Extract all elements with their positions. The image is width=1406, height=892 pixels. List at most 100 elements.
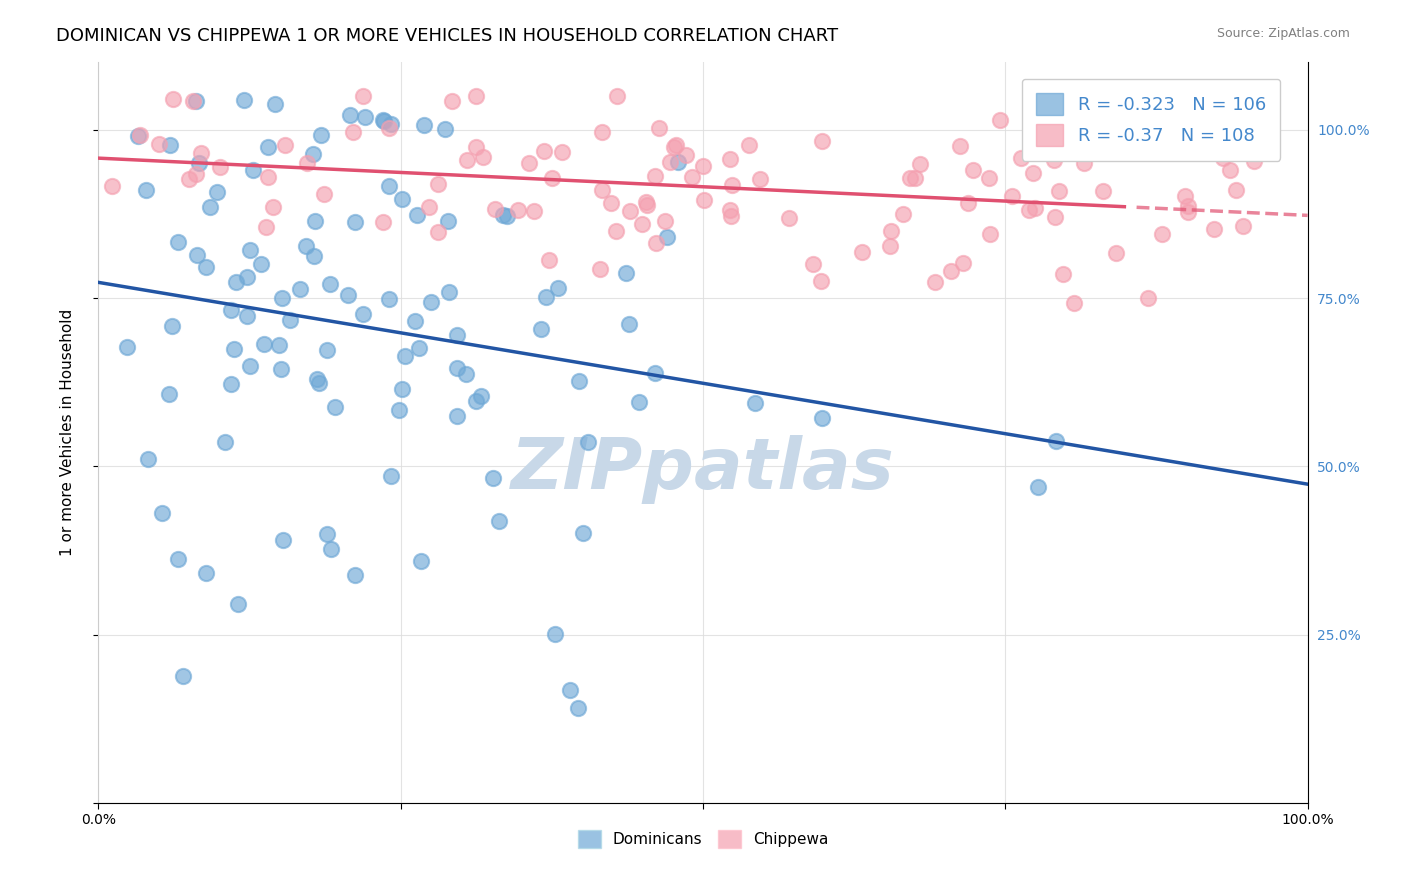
Chippewa xyxy=(1232,219,1254,233)
Dominicans xyxy=(352,307,374,321)
Chippewa xyxy=(721,178,744,192)
Dominicans xyxy=(464,394,486,409)
Chippewa xyxy=(1258,124,1281,138)
Chippewa xyxy=(1243,153,1265,168)
Chippewa xyxy=(1212,151,1234,165)
Chippewa xyxy=(1177,205,1199,219)
Dominicans xyxy=(412,119,434,133)
Dominicans xyxy=(1028,480,1050,494)
Chippewa xyxy=(540,170,562,185)
Dominicans xyxy=(529,321,551,335)
Dominicans xyxy=(434,121,457,136)
Dominicans xyxy=(437,214,460,228)
Chippewa xyxy=(471,150,494,164)
Dominicans xyxy=(544,627,567,641)
Chippewa xyxy=(551,145,574,159)
Chippewa xyxy=(675,148,697,162)
Chippewa xyxy=(418,200,440,214)
Chippewa xyxy=(456,153,478,167)
Chippewa xyxy=(342,125,364,139)
Chippewa xyxy=(949,139,972,153)
Chippewa xyxy=(645,236,668,251)
Dominicans xyxy=(353,110,375,124)
Chippewa xyxy=(177,171,200,186)
Dominicans xyxy=(547,281,569,295)
Dominicans xyxy=(344,567,367,582)
Chippewa xyxy=(1024,201,1046,215)
Dominicans xyxy=(159,137,181,152)
Dominicans xyxy=(127,128,149,143)
Chippewa xyxy=(465,140,488,154)
Chippewa xyxy=(523,204,546,219)
Chippewa xyxy=(851,245,873,260)
Chippewa xyxy=(924,276,946,290)
Chippewa xyxy=(1150,227,1173,242)
Dominicans xyxy=(380,117,402,131)
Dominicans xyxy=(214,434,236,449)
Dominicans xyxy=(226,597,249,611)
Chippewa xyxy=(591,125,613,139)
Y-axis label: 1 or more Vehicles in Household: 1 or more Vehicles in Household xyxy=(60,309,75,557)
Dominicans xyxy=(150,506,173,520)
Dominicans xyxy=(302,249,325,263)
Chippewa xyxy=(988,112,1011,127)
Chippewa xyxy=(636,194,658,209)
Dominicans xyxy=(167,551,190,566)
Chippewa xyxy=(1043,153,1066,167)
Chippewa xyxy=(810,274,832,288)
Chippewa xyxy=(426,178,449,192)
Dominicans xyxy=(295,239,318,253)
Dominicans xyxy=(470,389,492,403)
Chippewa xyxy=(979,227,1001,241)
Dominicans xyxy=(257,140,280,154)
Dominicans xyxy=(1045,434,1067,448)
Chippewa xyxy=(274,137,297,152)
Chippewa xyxy=(630,217,652,231)
Chippewa xyxy=(693,193,716,207)
Dominicans xyxy=(666,155,689,169)
Dominicans xyxy=(273,533,295,547)
Dominicans xyxy=(160,319,183,334)
Chippewa xyxy=(1052,267,1074,281)
Chippewa xyxy=(1137,292,1160,306)
Dominicans xyxy=(186,248,208,262)
Dominicans xyxy=(253,337,276,351)
Dominicans xyxy=(222,342,245,356)
Chippewa xyxy=(749,171,772,186)
Chippewa xyxy=(184,168,207,182)
Chippewa xyxy=(589,262,612,277)
Chippewa xyxy=(1174,188,1197,202)
Chippewa xyxy=(1177,199,1199,213)
Chippewa xyxy=(654,214,676,228)
Chippewa xyxy=(898,171,921,186)
Dominicans xyxy=(388,403,411,417)
Dominicans xyxy=(439,285,461,299)
Chippewa xyxy=(720,209,742,223)
Chippewa xyxy=(939,264,962,278)
Chippewa xyxy=(506,203,529,218)
Chippewa xyxy=(891,207,914,221)
Dominicans xyxy=(316,527,339,541)
Dominicans xyxy=(488,515,510,529)
Dominicans xyxy=(373,114,395,128)
Chippewa xyxy=(1092,184,1115,198)
Chippewa xyxy=(977,170,1000,185)
Dominicans xyxy=(446,328,468,343)
Dominicans xyxy=(394,349,416,363)
Chippewa xyxy=(148,137,170,152)
Chippewa xyxy=(908,157,931,171)
Chippewa xyxy=(190,146,212,161)
Chippewa xyxy=(295,156,318,170)
Dominicans xyxy=(242,163,264,178)
Dominicans xyxy=(195,260,218,275)
Chippewa xyxy=(962,163,984,178)
Dominicans xyxy=(302,147,325,161)
Chippewa xyxy=(101,178,124,193)
Chippewa xyxy=(904,171,927,186)
Chippewa xyxy=(605,224,627,238)
Legend: R = -0.323   N = 106, R = -0.37   N = 108: R = -0.323 N = 106, R = -0.37 N = 108 xyxy=(1022,78,1281,161)
Chippewa xyxy=(538,253,561,268)
Dominicans xyxy=(319,277,342,291)
Chippewa xyxy=(1225,183,1247,197)
Dominicans xyxy=(205,185,228,199)
